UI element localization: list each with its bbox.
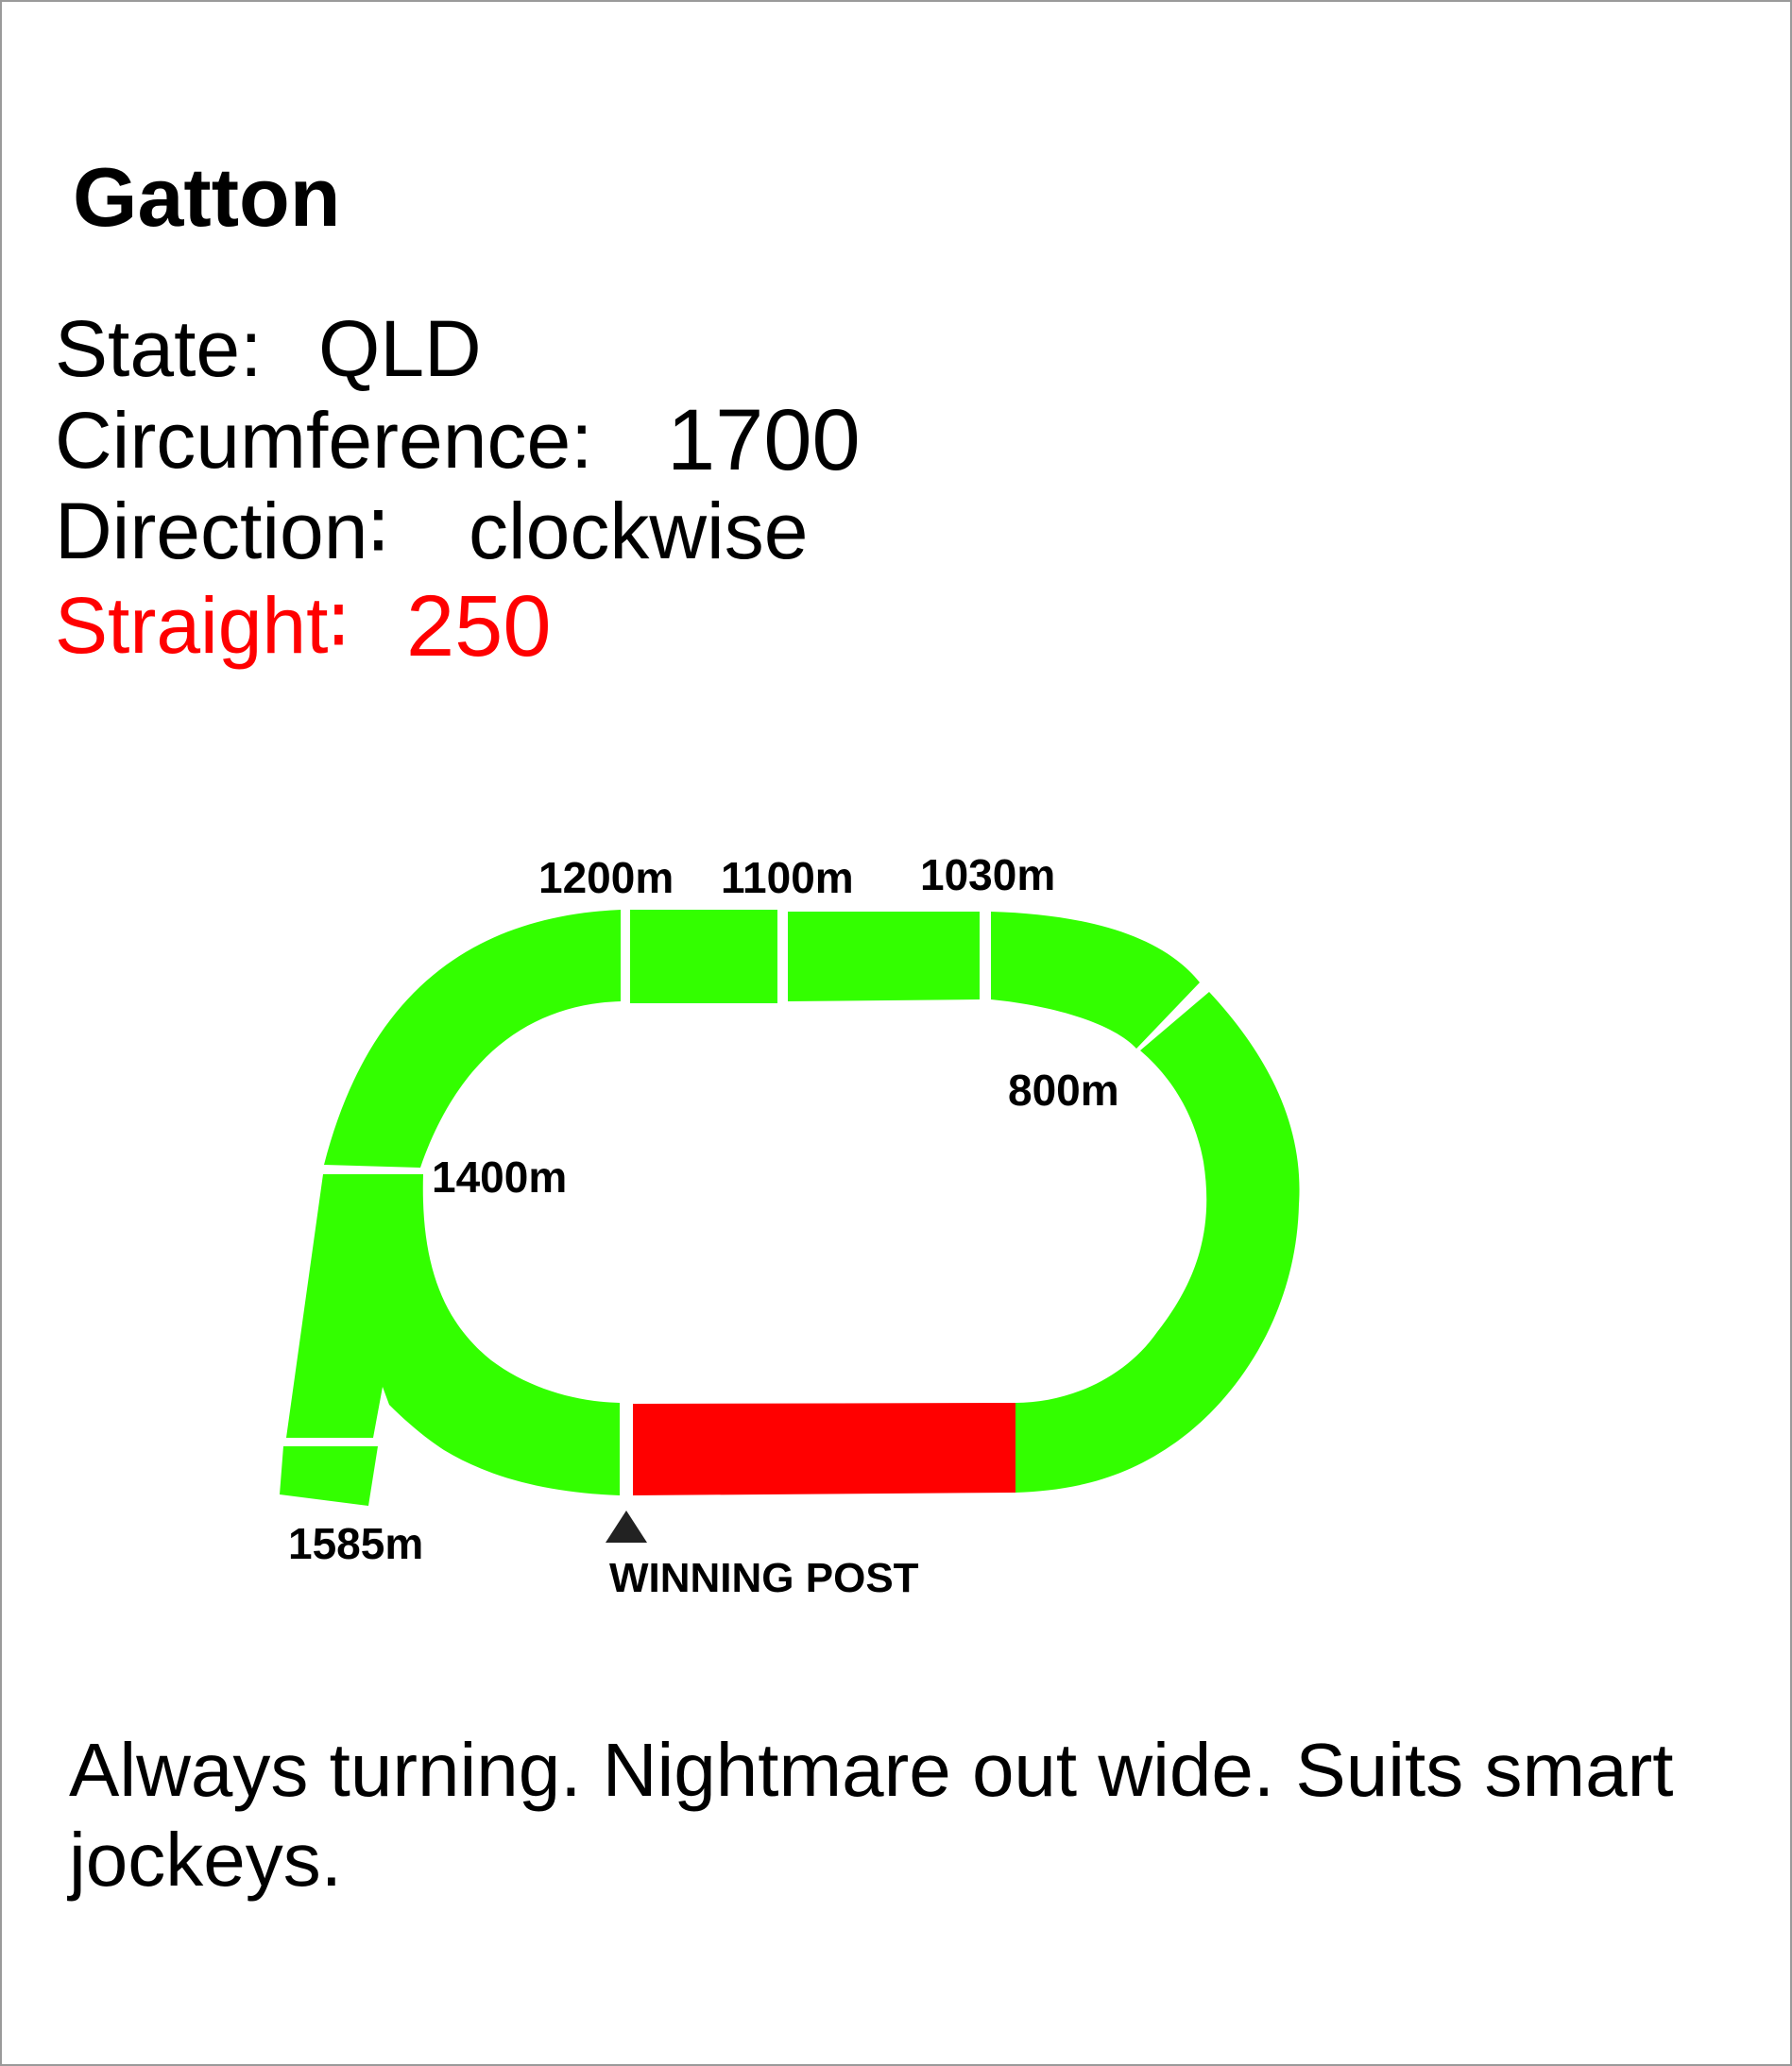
straight-row: Straight∶ 250 bbox=[55, 583, 552, 670]
track-segment-chute-1585 bbox=[280, 1446, 378, 1506]
direction-value: clockwise bbox=[469, 487, 809, 575]
winning-post-marker bbox=[606, 1511, 647, 1543]
straight-label: Straight∶ bbox=[55, 581, 350, 670]
marker-1030m-label: 1030m bbox=[920, 850, 1055, 899]
straight-value: 250 bbox=[406, 578, 552, 674]
track-segment-turn-bottom-left bbox=[286, 1174, 620, 1495]
state-value: QLD bbox=[318, 304, 482, 393]
track-segment-home-turn bbox=[1015, 992, 1300, 1493]
track-title: Gatton bbox=[73, 150, 341, 244]
circumference-row: Circumference: 1700 bbox=[55, 397, 861, 484]
direction-label: Direction∶ bbox=[55, 487, 389, 575]
marker-1400m-label: 1400m bbox=[432, 1153, 567, 1202]
marker-1100m-label: 1100m bbox=[721, 853, 854, 902]
state-row: State: QLD bbox=[55, 309, 482, 388]
track-segment-1030-800 bbox=[991, 912, 1200, 1049]
track-segment-1200-1100 bbox=[630, 910, 777, 1003]
marker-1200m-label: 1200m bbox=[538, 853, 674, 902]
track-segment-turn-top-left bbox=[324, 910, 621, 1168]
circumference-value: 1700 bbox=[667, 392, 861, 488]
track-segment-1100-1030 bbox=[788, 912, 980, 1001]
marker-800m-label: 800m bbox=[1008, 1066, 1119, 1115]
direction-row: Direction∶ clockwise bbox=[55, 491, 808, 571]
state-label: State: bbox=[55, 304, 263, 393]
marker-1585m-label: 1585m bbox=[288, 1519, 423, 1568]
track-straight-home bbox=[633, 1403, 1015, 1495]
circumference-label: Circumference: bbox=[55, 396, 593, 485]
track-note: Always turning. Nightmare out wide. Suit… bbox=[69, 1728, 1674, 1902]
winning-post-label: WINNING POST bbox=[609, 1555, 919, 1601]
